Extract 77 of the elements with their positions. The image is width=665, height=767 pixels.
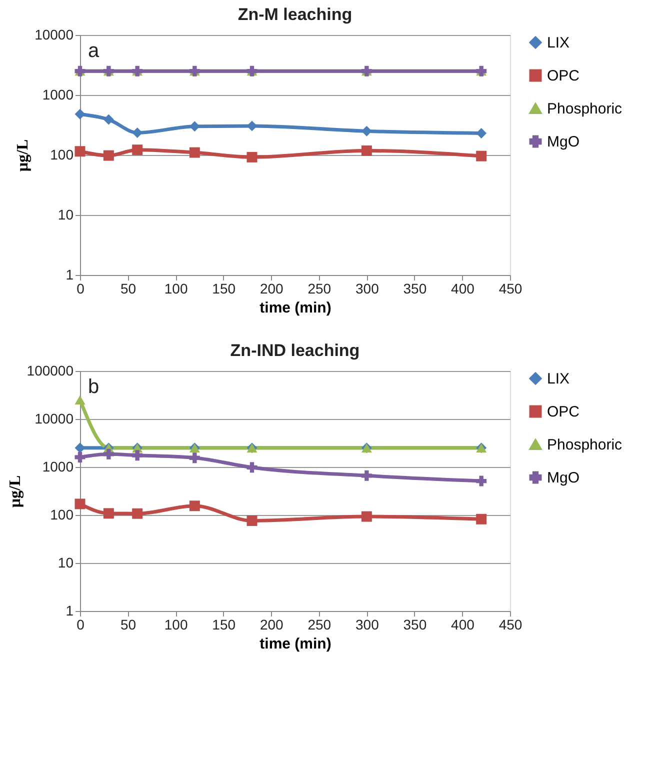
point: [246, 120, 258, 132]
point: [132, 450, 143, 461]
legend-label: MgO: [547, 470, 580, 486]
point: [103, 448, 114, 460]
point: [103, 114, 114, 125]
x-tick-label: 50: [120, 616, 136, 632]
x-tick-label: 100: [164, 616, 188, 632]
legend-label: LIX: [547, 34, 570, 52]
point: [189, 452, 200, 464]
x-tick-label: 200: [260, 280, 284, 296]
y-axis-title: µg/L: [6, 475, 24, 508]
point: [132, 508, 143, 519]
point: [103, 508, 114, 519]
point: [74, 108, 86, 120]
x-tick-label: 400: [451, 280, 475, 296]
x-tick-label: 400: [451, 616, 475, 632]
y-tick-label: 100: [50, 146, 74, 162]
point: [74, 442, 86, 454]
x-tick-label: 150: [212, 280, 236, 296]
legend-label: Phosphoric: [547, 436, 623, 454]
point: [189, 147, 200, 158]
point: [476, 476, 487, 486]
point: [74, 146, 86, 157]
point: [74, 395, 86, 404]
x-axis-title: time (min): [260, 300, 332, 316]
legend-label: Phosphoric: [547, 100, 623, 118]
y-tick-label: 10: [58, 206, 74, 222]
y-tick-label: 1000: [42, 458, 74, 474]
point: [361, 470, 372, 481]
point: [132, 127, 143, 138]
point: [476, 514, 487, 524]
legend-label: MgO: [547, 134, 580, 150]
y-tick-label: 10000: [34, 410, 74, 426]
x-tick-label: 450: [498, 616, 522, 632]
legend-label: OPC: [547, 404, 580, 420]
x-tick-label: 100: [164, 280, 188, 296]
x-tick-label: 450: [498, 280, 522, 296]
x-tick-label: 350: [403, 280, 427, 296]
y-tick-label: 10000: [34, 26, 74, 42]
point: [74, 452, 86, 462]
legend-label: OPC: [547, 68, 580, 84]
y-axis-title: µg/L: [14, 139, 32, 172]
x-tick-label: 300: [355, 616, 380, 632]
x-tick-label: 150: [212, 616, 236, 632]
x-tick-label: 0: [76, 280, 85, 296]
point: [74, 498, 86, 510]
x-tick-label: 50: [120, 280, 136, 296]
point: [246, 152, 258, 162]
y-tick-label: 100000: [26, 362, 74, 378]
point: [132, 144, 143, 156]
chart-title: Zn-M leaching: [238, 5, 352, 24]
legend-label: LIX: [547, 370, 570, 388]
x-tick-label: 250: [308, 280, 332, 296]
y-tick-label: 1: [66, 602, 74, 618]
x-tick-label: 0: [76, 616, 85, 632]
y-tick-label: 1000: [42, 86, 74, 102]
point: [246, 462, 258, 473]
y-tick-label: 1: [66, 266, 74, 282]
x-tick-label: 250: [308, 616, 332, 632]
point: [361, 145, 372, 156]
x-tick-label: 200: [260, 616, 284, 632]
annotation: b: [88, 376, 100, 398]
point: [476, 150, 487, 162]
point: [361, 511, 372, 522]
point: [476, 128, 487, 139]
point: [103, 150, 114, 161]
x-tick-label: 350: [403, 616, 427, 632]
point: [189, 500, 200, 512]
point: [189, 121, 200, 132]
annotation: a: [88, 40, 100, 62]
y-tick-label: 100: [50, 506, 74, 522]
y-tick-label: 10: [58, 554, 74, 570]
x-axis-title: time (min): [260, 636, 332, 652]
point: [246, 515, 258, 526]
x-tick-label: 300: [355, 280, 380, 296]
point: [361, 126, 372, 136]
chart-title: Zn-IND leaching: [230, 341, 360, 360]
